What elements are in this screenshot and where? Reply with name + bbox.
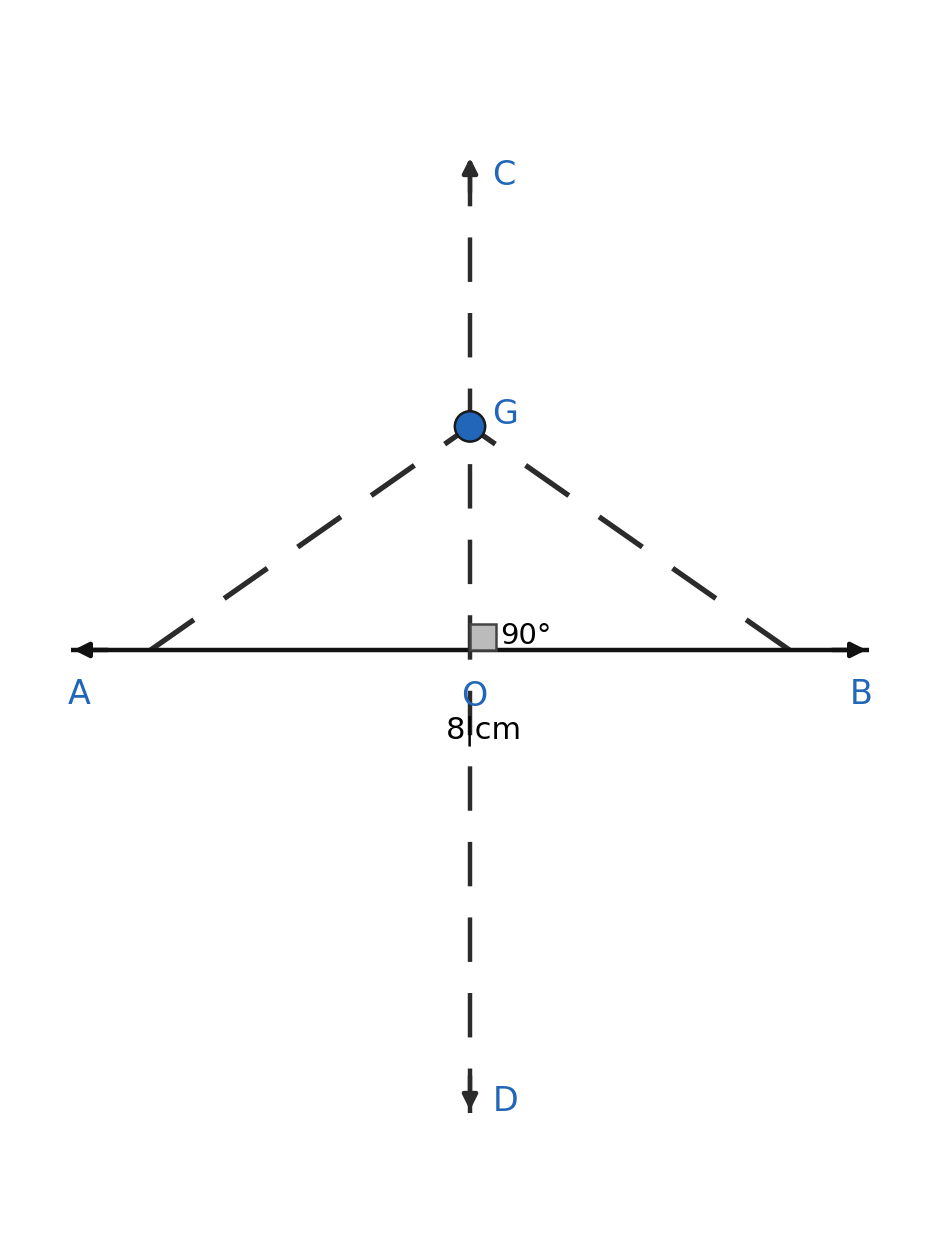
Text: G: G — [493, 398, 518, 431]
Text: A: A — [68, 678, 90, 711]
Bar — [470, 625, 495, 650]
Text: B: B — [850, 678, 872, 711]
Text: O: O — [461, 680, 487, 713]
Text: 90°: 90° — [500, 622, 552, 650]
Text: 8|cm: 8|cm — [446, 716, 523, 746]
Text: C: C — [493, 159, 516, 192]
Circle shape — [455, 411, 485, 441]
Text: D: D — [493, 1085, 518, 1118]
